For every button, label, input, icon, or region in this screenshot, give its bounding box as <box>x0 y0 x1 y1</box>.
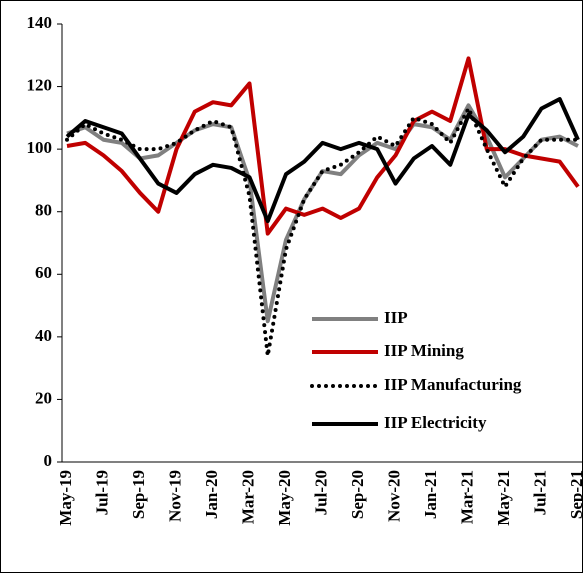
x-tick-label: Sep-20 <box>348 470 367 519</box>
x-tick-label: May-20 <box>275 470 294 526</box>
y-tick-label: 20 <box>35 388 52 407</box>
x-tick-label: Jul-19 <box>92 470 111 515</box>
x-tick-label: Sep-21 <box>567 470 583 519</box>
x-tick-label: Jan-21 <box>421 470 440 519</box>
series-line <box>66 103 579 324</box>
legend-label: IIP Mining <box>384 341 464 360</box>
x-tick-label: May-21 <box>494 470 513 526</box>
series-line <box>65 106 580 358</box>
y-tick-label: 140 <box>27 13 53 32</box>
series-line <box>66 56 580 236</box>
x-tick-label: Mar-21 <box>457 470 476 524</box>
x-tick-label: Jul-20 <box>311 470 330 515</box>
y-tick-label: 40 <box>35 326 52 345</box>
legend-label: IIP Electricity <box>384 413 487 432</box>
y-tick-label: 100 <box>27 138 53 157</box>
x-tick-label: Jul-21 <box>530 470 549 515</box>
y-tick-label: 120 <box>27 75 53 94</box>
series-line <box>65 97 580 224</box>
x-tick-label: Jan-20 <box>202 470 221 519</box>
legend-label: IIP <box>384 308 408 327</box>
y-tick-label: 0 <box>44 451 53 470</box>
x-tick-label: Mar-20 <box>238 470 257 524</box>
legend-label: IIP Manufacturing <box>384 375 522 394</box>
x-tick-label: Sep-19 <box>129 470 148 519</box>
y-tick-label: 60 <box>35 263 52 282</box>
x-tick-label: May-19 <box>56 470 75 526</box>
y-tick-label: 80 <box>35 201 52 220</box>
x-tick-label: Nov-20 <box>384 470 403 522</box>
x-tick-label: Nov-19 <box>165 470 184 522</box>
